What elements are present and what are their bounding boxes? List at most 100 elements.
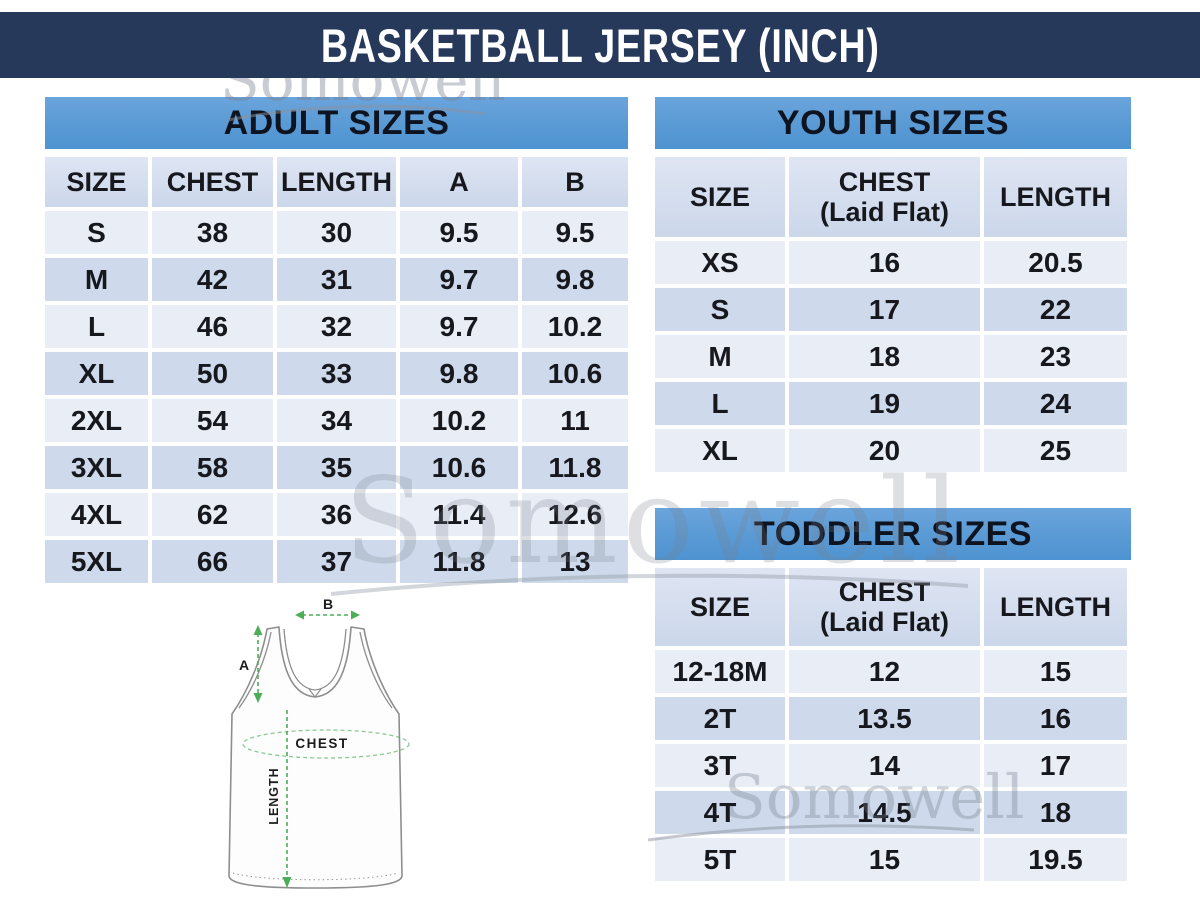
arrowhead-a-bottom bbox=[253, 693, 263, 703]
table-cell: 9.5 bbox=[400, 211, 518, 254]
hem-stitch-line bbox=[232, 872, 399, 881]
size-cell: L bbox=[655, 382, 785, 425]
table-row: 2XL 54 34 10.2 11 bbox=[45, 399, 628, 442]
size-cell: XL bbox=[45, 352, 148, 395]
size-cell: 2XL bbox=[45, 399, 148, 442]
youth-table-title: YOUTH SIZES bbox=[655, 97, 1131, 149]
neck-ribbing-line bbox=[283, 628, 347, 691]
adult-table-title: ADULT SIZES bbox=[45, 97, 628, 149]
table-cell: 62 bbox=[152, 493, 273, 536]
table-cell: 14 bbox=[789, 744, 980, 787]
table-cell: 9.7 bbox=[400, 305, 518, 348]
table-cell: 66 bbox=[152, 540, 273, 583]
column-header-size: SIZE bbox=[45, 157, 148, 207]
size-cell: M bbox=[655, 335, 785, 378]
table-cell: 10.2 bbox=[400, 399, 518, 442]
size-cell: 5T bbox=[655, 838, 785, 881]
table-cell: 30 bbox=[277, 211, 396, 254]
table-row: XL 50 33 9.8 10.6 bbox=[45, 352, 628, 395]
table-cell: 9.7 bbox=[400, 258, 518, 301]
neck-v-notch bbox=[308, 688, 322, 698]
table-row: 3XL 58 35 10.6 11.8 bbox=[45, 446, 628, 489]
table-cell: 11.8 bbox=[522, 446, 628, 489]
chest-header-line2: (Laid Flat) bbox=[820, 607, 949, 637]
table-cell: 35 bbox=[277, 446, 396, 489]
diagram-label-a: A bbox=[239, 657, 249, 673]
table-cell: 11 bbox=[522, 399, 628, 442]
table-cell: 15 bbox=[984, 650, 1127, 693]
table-row: S 17 22 bbox=[655, 288, 1131, 331]
size-cell: 12-18M bbox=[655, 650, 785, 693]
column-header-chest: CHEST (Laid Flat) bbox=[789, 157, 980, 237]
column-header-chest: CHEST (Laid Flat) bbox=[789, 568, 980, 646]
table-row: S 38 30 9.5 9.5 bbox=[45, 211, 628, 254]
table-cell: 24 bbox=[984, 382, 1127, 425]
column-header-length: LENGTH bbox=[984, 568, 1127, 646]
diagram-label-b: B bbox=[323, 596, 333, 612]
table-row: 12-18M 12 15 bbox=[655, 650, 1131, 693]
size-cell: 4T bbox=[655, 791, 785, 834]
diagram-label-chest: CHEST bbox=[295, 736, 348, 751]
toddler-header-row: SIZE CHEST (Laid Flat) LENGTH bbox=[655, 568, 1131, 646]
arrowhead-b-left bbox=[295, 610, 304, 620]
table-cell: 9.8 bbox=[522, 258, 628, 301]
size-cell: 5XL bbox=[45, 540, 148, 583]
table-row: L 46 32 9.7 10.2 bbox=[45, 305, 628, 348]
armhole-ribbing-right bbox=[359, 631, 393, 709]
column-header-size: SIZE bbox=[655, 568, 785, 646]
chest-header-line2: (Laid Flat) bbox=[820, 197, 949, 227]
armhole-ribbing-left bbox=[238, 631, 272, 709]
size-cell: L bbox=[45, 305, 148, 348]
table-row: M 18 23 bbox=[655, 335, 1131, 378]
size-cell: XL bbox=[655, 429, 785, 472]
table-cell: 38 bbox=[152, 211, 273, 254]
size-cell: XS bbox=[655, 241, 785, 284]
table-cell: 25 bbox=[984, 429, 1127, 472]
size-cell: S bbox=[45, 211, 148, 254]
table-cell: 32 bbox=[277, 305, 396, 348]
table-cell: 54 bbox=[152, 399, 273, 442]
toddler-table-title: TODDLER SIZES bbox=[655, 508, 1131, 560]
table-cell: 18 bbox=[789, 335, 980, 378]
table-cell: 19 bbox=[789, 382, 980, 425]
table-cell: 31 bbox=[277, 258, 396, 301]
table-cell: 36 bbox=[277, 493, 396, 536]
table-cell: 58 bbox=[152, 446, 273, 489]
table-cell: 34 bbox=[277, 399, 396, 442]
table-row: M 42 31 9.7 9.8 bbox=[45, 258, 628, 301]
arrowhead-b-right bbox=[351, 610, 360, 620]
table-cell: 37 bbox=[277, 540, 396, 583]
table-row: 5T 15 19.5 bbox=[655, 838, 1131, 881]
measure-ellipse-chest bbox=[242, 729, 410, 759]
table-cell: 12.6 bbox=[522, 493, 628, 536]
chest-header-line1: CHEST bbox=[838, 166, 931, 197]
column-header-length: LENGTH bbox=[277, 157, 396, 207]
size-cell: M bbox=[45, 258, 148, 301]
page-title: BASKETBALL JERSEY (INCH) bbox=[320, 18, 880, 72]
table-cell: 16 bbox=[984, 697, 1127, 740]
table-row: 2T 13.5 16 bbox=[655, 697, 1131, 740]
size-cell: 4XL bbox=[45, 493, 148, 536]
size-cell: S bbox=[655, 288, 785, 331]
table-cell: 9.8 bbox=[400, 352, 518, 395]
table-cell: 11.8 bbox=[400, 540, 518, 583]
table-cell: 11.4 bbox=[400, 493, 518, 536]
table-row: XL 20 25 bbox=[655, 429, 1131, 472]
table-cell: 19.5 bbox=[984, 838, 1127, 881]
table-cell: 10.2 bbox=[522, 305, 628, 348]
table-cell: 10.6 bbox=[522, 352, 628, 395]
arrowhead-length-bottom bbox=[282, 877, 292, 888]
table-row: L 19 24 bbox=[655, 382, 1131, 425]
table-cell: 10.6 bbox=[400, 446, 518, 489]
jersey-size-diagram: B A CHEST LENGTH bbox=[228, 596, 410, 889]
table-cell: 17 bbox=[984, 744, 1127, 787]
adult-sizes-table: ADULT SIZES SIZE CHEST LENGTH A B S 38 3… bbox=[45, 97, 628, 583]
youth-header-row: SIZE CHEST (Laid Flat) LENGTH bbox=[655, 157, 1131, 237]
toddler-sizes-table: TODDLER SIZES SIZE CHEST (Laid Flat) LEN… bbox=[655, 508, 1131, 881]
table-cell: 50 bbox=[152, 352, 273, 395]
table-row: 5XL 66 37 11.8 13 bbox=[45, 540, 628, 583]
table-cell: 22 bbox=[984, 288, 1127, 331]
size-cell: 2T bbox=[655, 697, 785, 740]
table-cell: 12 bbox=[789, 650, 980, 693]
